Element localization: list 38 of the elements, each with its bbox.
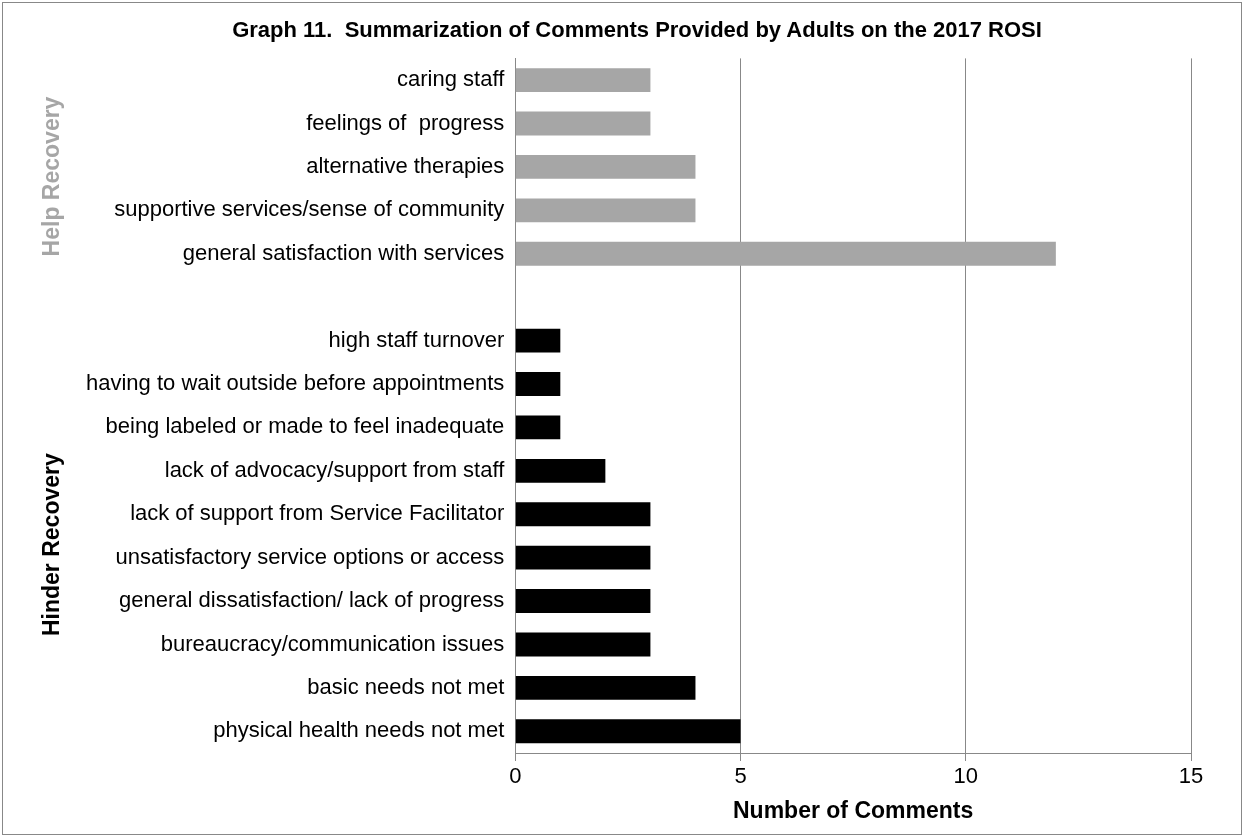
y-tick-label: general satisfaction with services (182, 239, 505, 265)
y-tick-label: high staff turnover (328, 326, 505, 352)
y-tick-label: being labeled or made to feel inadequate (105, 413, 505, 439)
y-tick-label: basic needs not met (307, 673, 505, 699)
text: Hinder Recovery (38, 453, 65, 637)
y-tick-label: supportive services/sense of community (114, 196, 505, 222)
y-tick-label: lack of support from Service Facilitator (130, 500, 505, 526)
y-tick-label: bureaucracy/communication issues (160, 630, 505, 656)
bar (515, 372, 561, 396)
bar (515, 328, 561, 353)
x-tick-label: 10 (953, 763, 978, 789)
chart-title: Graph 11. Summarization of Comments Provided by Adults on the 2017 ROSI (232, 17, 1042, 43)
y-tick-label: having to wait outside before appointments (85, 370, 505, 396)
y-tick-label: physical health needs not met (213, 717, 505, 743)
bar (515, 198, 696, 223)
bar (515, 589, 651, 613)
x-tick-label: 15 (1178, 763, 1204, 789)
x-tick-label: 5 (734, 763, 747, 789)
bar (515, 502, 651, 527)
bar (515, 68, 651, 93)
x-axis-title: Number of Comments (733, 796, 974, 823)
x-tick-label: 0 (509, 763, 522, 789)
bar (515, 675, 696, 700)
bar (515, 154, 696, 179)
bar (515, 458, 606, 483)
bar (515, 632, 651, 657)
y-tick-label: feelings of progress (306, 109, 505, 135)
bar (515, 719, 741, 744)
y-tick-label: alternative therapies (306, 152, 505, 178)
y-tick-label: lack of advocacy/support from staff (164, 456, 506, 482)
bar (515, 241, 1056, 266)
y-tick-label: general dissatisfaction/ lack of progress (119, 587, 505, 613)
bar (515, 415, 561, 440)
y-tick-label: caring staff (397, 66, 506, 92)
bar (515, 111, 651, 136)
bar (515, 545, 651, 570)
text: Help Recovery (38, 96, 65, 257)
y-tick-label: unsatisfactory service options or access (115, 543, 505, 569)
